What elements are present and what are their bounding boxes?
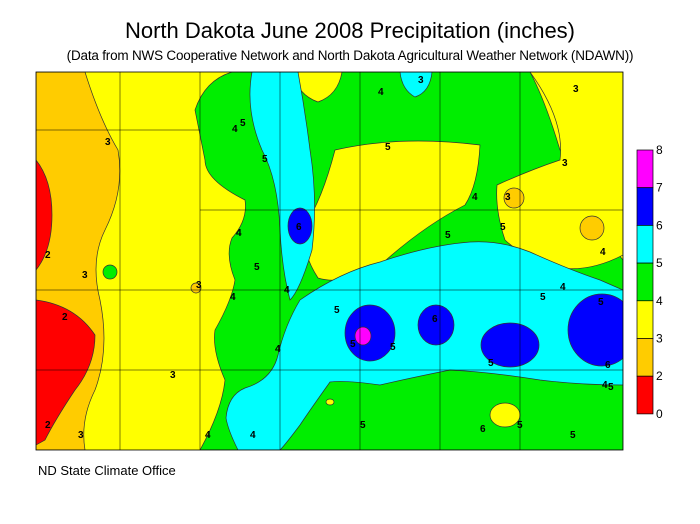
contour-label: 4: [560, 282, 566, 293]
contour-label: 4: [230, 292, 236, 303]
contour-label: 4: [600, 247, 606, 258]
legend: 7 6 5 4 3 2 0 8: [636, 143, 663, 421]
region-0-2in-west-north: [36, 159, 53, 271]
contour-label: 5: [500, 222, 506, 233]
map-title: North Dakota June 2008 Precipitation (in…: [124, 18, 576, 43]
region-5-6in-south: [225, 241, 623, 450]
region-5-6in-north-small: [399, 72, 433, 98]
contour-label: 5: [334, 305, 340, 316]
contour-label: 5: [262, 154, 268, 165]
region-3-4in-south-small: [325, 398, 335, 406]
contour-label: 2: [62, 312, 68, 323]
region-2-3in-east-b: [579, 215, 605, 241]
legend-swatch: [636, 375, 654, 415]
footer-credit: ND State Climate Office: [38, 463, 176, 478]
region-2-3in-central: [190, 282, 202, 294]
contour-label: 3: [505, 192, 511, 203]
contour-label: 5: [445, 230, 451, 241]
contour-label: 5: [540, 292, 546, 303]
contour-label: 3: [105, 137, 111, 148]
legend-label: 2: [656, 369, 663, 383]
contour-label: 5: [385, 142, 391, 153]
contour-label: 3: [562, 158, 568, 169]
map-subtitle: (Data from NWS Cooperative Network and N…: [66, 48, 634, 63]
county-lines: [36, 72, 623, 450]
region-3-4in-southeast: [489, 402, 521, 428]
legend-swatch: [636, 149, 654, 189]
contour-label: 3: [573, 84, 579, 95]
contour-label: 5: [390, 342, 396, 353]
contour-label: 4: [236, 228, 242, 239]
region-6-7in-e: [567, 293, 623, 367]
contour-label: 4: [378, 87, 384, 98]
contour-label: 6: [480, 424, 486, 435]
contour-label: 6: [605, 360, 611, 371]
legend-label: 5: [656, 256, 663, 270]
contour-labels: 3322233344554544543343345565556554546565…: [45, 75, 614, 441]
contour-label: 5: [517, 420, 523, 431]
contour-label: 2: [45, 250, 51, 261]
contour-label: 4: [275, 344, 281, 355]
contour-label: 5: [240, 118, 246, 129]
contour-label: 5: [254, 262, 260, 273]
contour-label: 4: [472, 192, 478, 203]
legend-label: 8: [656, 143, 663, 157]
contour-label: 4: [602, 380, 608, 391]
region-7-8in: [354, 326, 372, 346]
contour-label: 4: [250, 430, 256, 441]
contour-label: 3: [170, 370, 176, 381]
legend-label: 7: [656, 181, 663, 195]
region-6-7in-c: [417, 304, 455, 346]
contour-label: 3: [82, 270, 88, 281]
contour-label: 5: [608, 382, 614, 393]
contour-label: 6: [432, 314, 438, 325]
legend-swatch: [636, 262, 654, 302]
contour-label: 5: [570, 430, 576, 441]
region-0-2in-west-south: [36, 299, 96, 446]
contour-label: 5: [350, 339, 356, 350]
legend-swatch: [636, 338, 654, 377]
region-4-5in-west-small: [102, 264, 118, 280]
legend-label: 0: [656, 407, 663, 421]
legend-swatch: [636, 300, 654, 339]
contour-label: 3: [418, 75, 424, 86]
legend-swatch: [636, 225, 654, 264]
legend-label: 3: [656, 332, 663, 346]
legend-label: 4: [656, 294, 663, 308]
contour-label: 5: [598, 297, 604, 308]
contour-label: 4: [232, 124, 238, 135]
region-6-7in-d: [480, 322, 540, 368]
region-6-7in-a: [287, 207, 313, 245]
contour-label: 3: [78, 430, 84, 441]
contour-label: 5: [360, 420, 366, 431]
contour-label: 2: [45, 420, 51, 431]
legend-swatch: [636, 187, 654, 226]
contour-label: 4: [284, 285, 290, 296]
region-2-3in-east-a: [503, 187, 525, 209]
contour-label: 4: [205, 430, 211, 441]
legend-label: 6: [656, 218, 663, 232]
contour-label: 5: [488, 358, 494, 369]
contour-label: 6: [296, 222, 302, 233]
contour-label: 3: [196, 280, 202, 291]
